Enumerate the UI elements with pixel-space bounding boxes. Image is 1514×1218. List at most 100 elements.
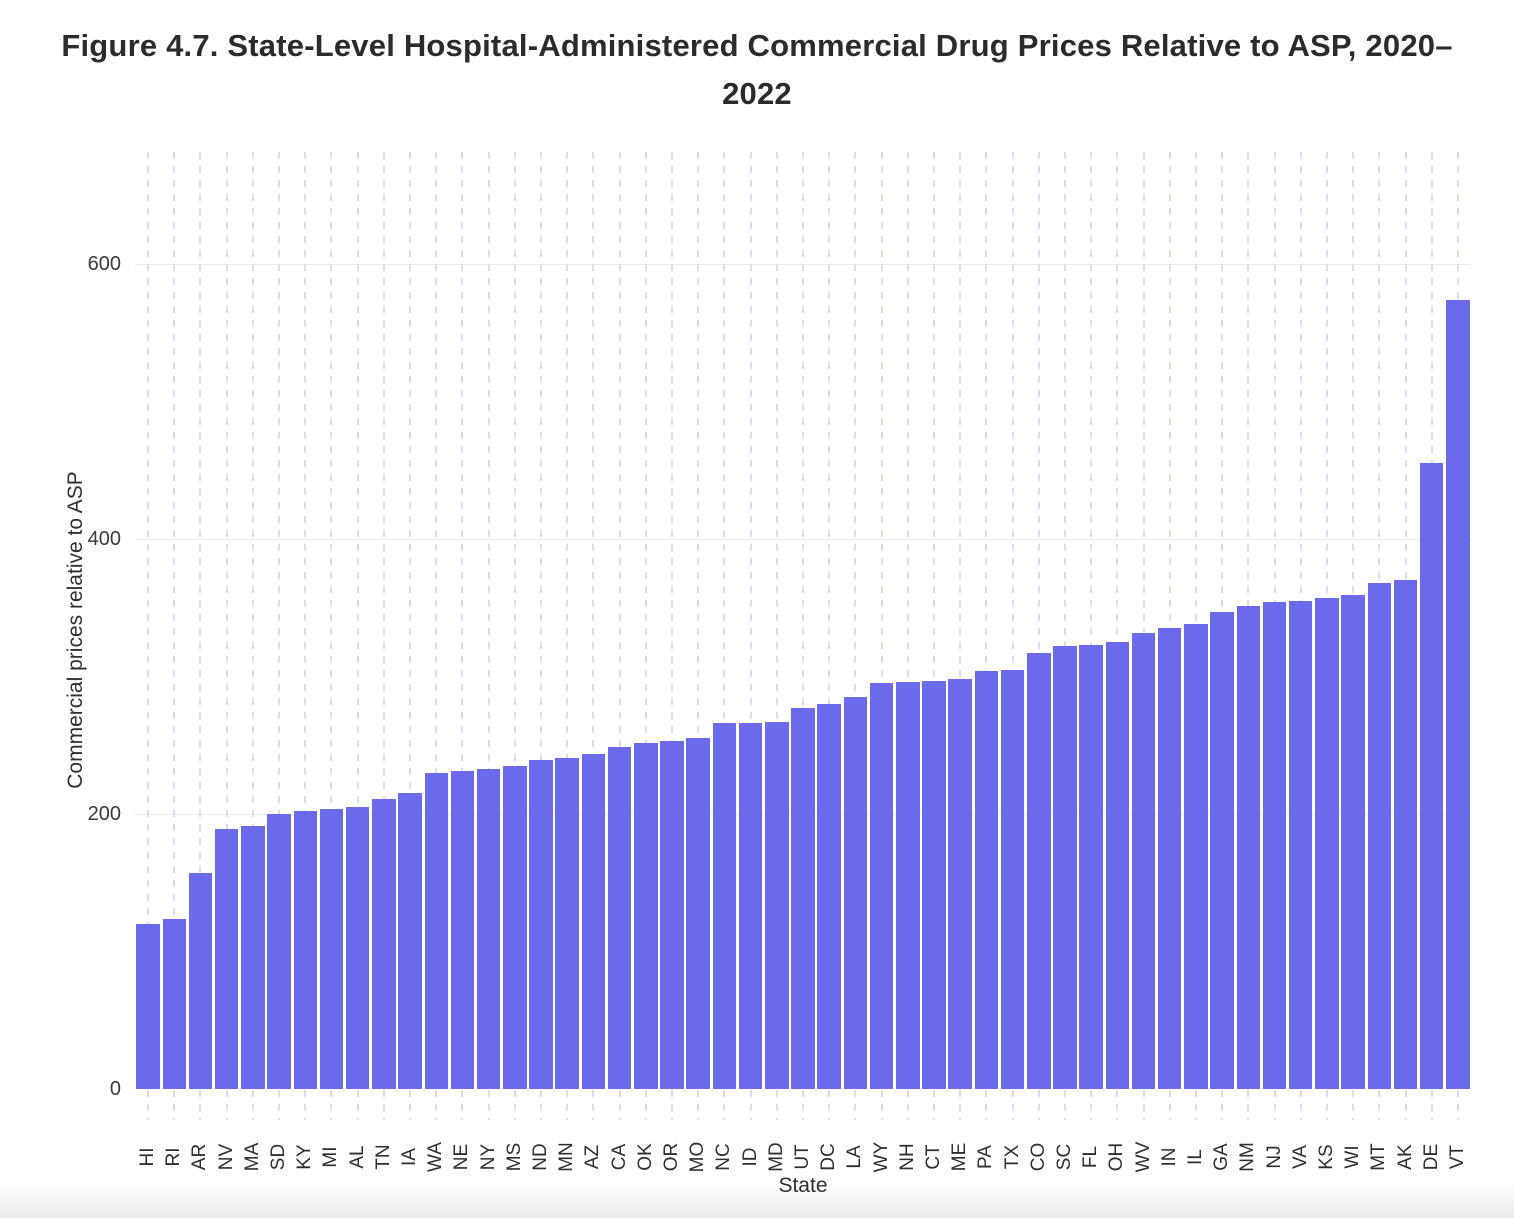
vertical-gridline — [225, 152, 228, 1120]
vertical-gridline — [802, 152, 804, 1120]
bar-MO — [686, 738, 710, 1089]
bar-TX — [1000, 669, 1025, 1089]
vertical-gridline — [618, 152, 621, 1120]
vertical-gridline — [304, 152, 307, 1120]
vertical-gridline — [251, 152, 254, 1120]
vertical-gridline — [1063, 152, 1066, 1120]
bar-IN — [1157, 628, 1182, 1089]
vertical-gridline — [723, 152, 726, 1120]
vertical-gridline — [147, 152, 150, 1120]
bar-MN — [555, 757, 579, 1089]
bar-NY — [476, 768, 501, 1089]
vertical-gridline — [985, 152, 988, 1120]
vertical-gridline — [932, 152, 935, 1120]
vertical-gridline — [330, 152, 333, 1120]
bar-SC — [1053, 646, 1077, 1089]
bar-WY — [869, 683, 894, 1089]
bar-NM — [1236, 606, 1261, 1089]
vertical-gridline — [1037, 152, 1040, 1120]
vertical-gridline — [880, 152, 883, 1120]
bar-NC — [712, 723, 737, 1089]
vertical-gridline — [775, 152, 778, 1120]
vertical-gridline — [173, 152, 176, 1120]
bar-CO — [1027, 653, 1051, 1089]
vertical-gridline — [828, 152, 831, 1120]
figure-title: Figure 4.7. State-Level Hospital-Adminis… — [61, 28, 1453, 112]
vertical-gridline — [592, 152, 595, 1120]
y-tick-label: 600 — [87, 253, 121, 275]
vertical-gridline — [854, 152, 857, 1120]
y-tick-label: 0 — [109, 1078, 121, 1100]
bar-AR — [188, 873, 213, 1089]
bar-LA — [843, 697, 868, 1089]
bar-HI — [136, 924, 160, 1089]
bar-NH — [896, 682, 920, 1089]
x-tick-label-VT: VT — [1446, 1144, 1468, 1170]
bar-UT — [791, 708, 815, 1089]
vertical-gridline — [278, 152, 281, 1120]
bar-GA — [1210, 611, 1234, 1089]
bar-MA — [241, 826, 265, 1089]
x-axis-title: State — [135, 1174, 1471, 1198]
bar-NJ — [1262, 602, 1287, 1089]
bar-PA — [974, 671, 999, 1089]
bar-MD — [765, 721, 789, 1089]
bar-ID — [738, 723, 763, 1089]
bar-WA — [424, 772, 448, 1089]
bar-MI — [319, 808, 344, 1089]
bar-TN — [372, 798, 396, 1089]
bar-RI — [162, 918, 187, 1089]
vertical-gridline — [487, 152, 490, 1120]
bar-CT — [922, 680, 946, 1089]
bar-AL — [345, 807, 370, 1089]
bar-AK — [1393, 580, 1418, 1089]
vertical-gridline — [959, 152, 962, 1120]
vertical-gridline — [409, 152, 412, 1120]
bar-OH — [1105, 642, 1130, 1089]
y-axis-title: Commercial prices relative to ASP — [64, 471, 87, 789]
bar-ME — [948, 679, 972, 1089]
bar-OR — [660, 741, 684, 1089]
bar-MT — [1367, 583, 1392, 1089]
vertical-gridline — [382, 152, 385, 1120]
vertical-gridline — [644, 152, 647, 1120]
bar-DC — [817, 704, 841, 1089]
bar-NE — [450, 771, 475, 1089]
vertical-gridline — [671, 152, 674, 1120]
vertical-gridline — [566, 152, 569, 1120]
bar-MS — [503, 765, 527, 1089]
bar-FL — [1079, 644, 1103, 1089]
bar-NV — [214, 829, 239, 1089]
bar-ND — [529, 760, 553, 1089]
vertical-gridline — [906, 152, 909, 1120]
vertical-gridline — [356, 152, 359, 1120]
bar-SD — [267, 814, 291, 1089]
bar-AZ — [581, 753, 606, 1089]
vertical-gridline — [199, 152, 202, 1120]
bar-VT — [1446, 299, 1470, 1089]
bar-IL — [1184, 624, 1208, 1089]
vertical-gridline — [540, 152, 543, 1120]
y-tick-label: 200 — [87, 803, 121, 825]
vertical-gridline — [697, 152, 700, 1120]
bar-WV — [1131, 632, 1156, 1089]
vertical-gridline — [461, 152, 464, 1120]
vertical-gridline — [1090, 152, 1093, 1120]
bar-IA — [398, 793, 422, 1089]
bar-KY — [293, 811, 318, 1089]
vertical-gridline — [435, 152, 438, 1120]
bar-VA — [1288, 600, 1313, 1089]
bar-KS — [1315, 598, 1339, 1089]
vertical-gridline — [749, 152, 752, 1120]
vertical-gridline — [1011, 152, 1014, 1120]
plot-area: 0 200 400 600 HI RI AR NV MA SD KY MI AL TN IA WA NE NY MS… — [88, 152, 1471, 1172]
y-tick-label: 400 — [87, 528, 121, 550]
bar-OK — [634, 742, 658, 1089]
vertical-gridline — [513, 152, 516, 1120]
bar-DE — [1419, 463, 1444, 1089]
page-bottom-shadow — [0, 1180, 1514, 1218]
bar-CA — [607, 746, 632, 1089]
vertical-gridline — [1116, 152, 1119, 1120]
bar-WI — [1341, 595, 1365, 1089]
